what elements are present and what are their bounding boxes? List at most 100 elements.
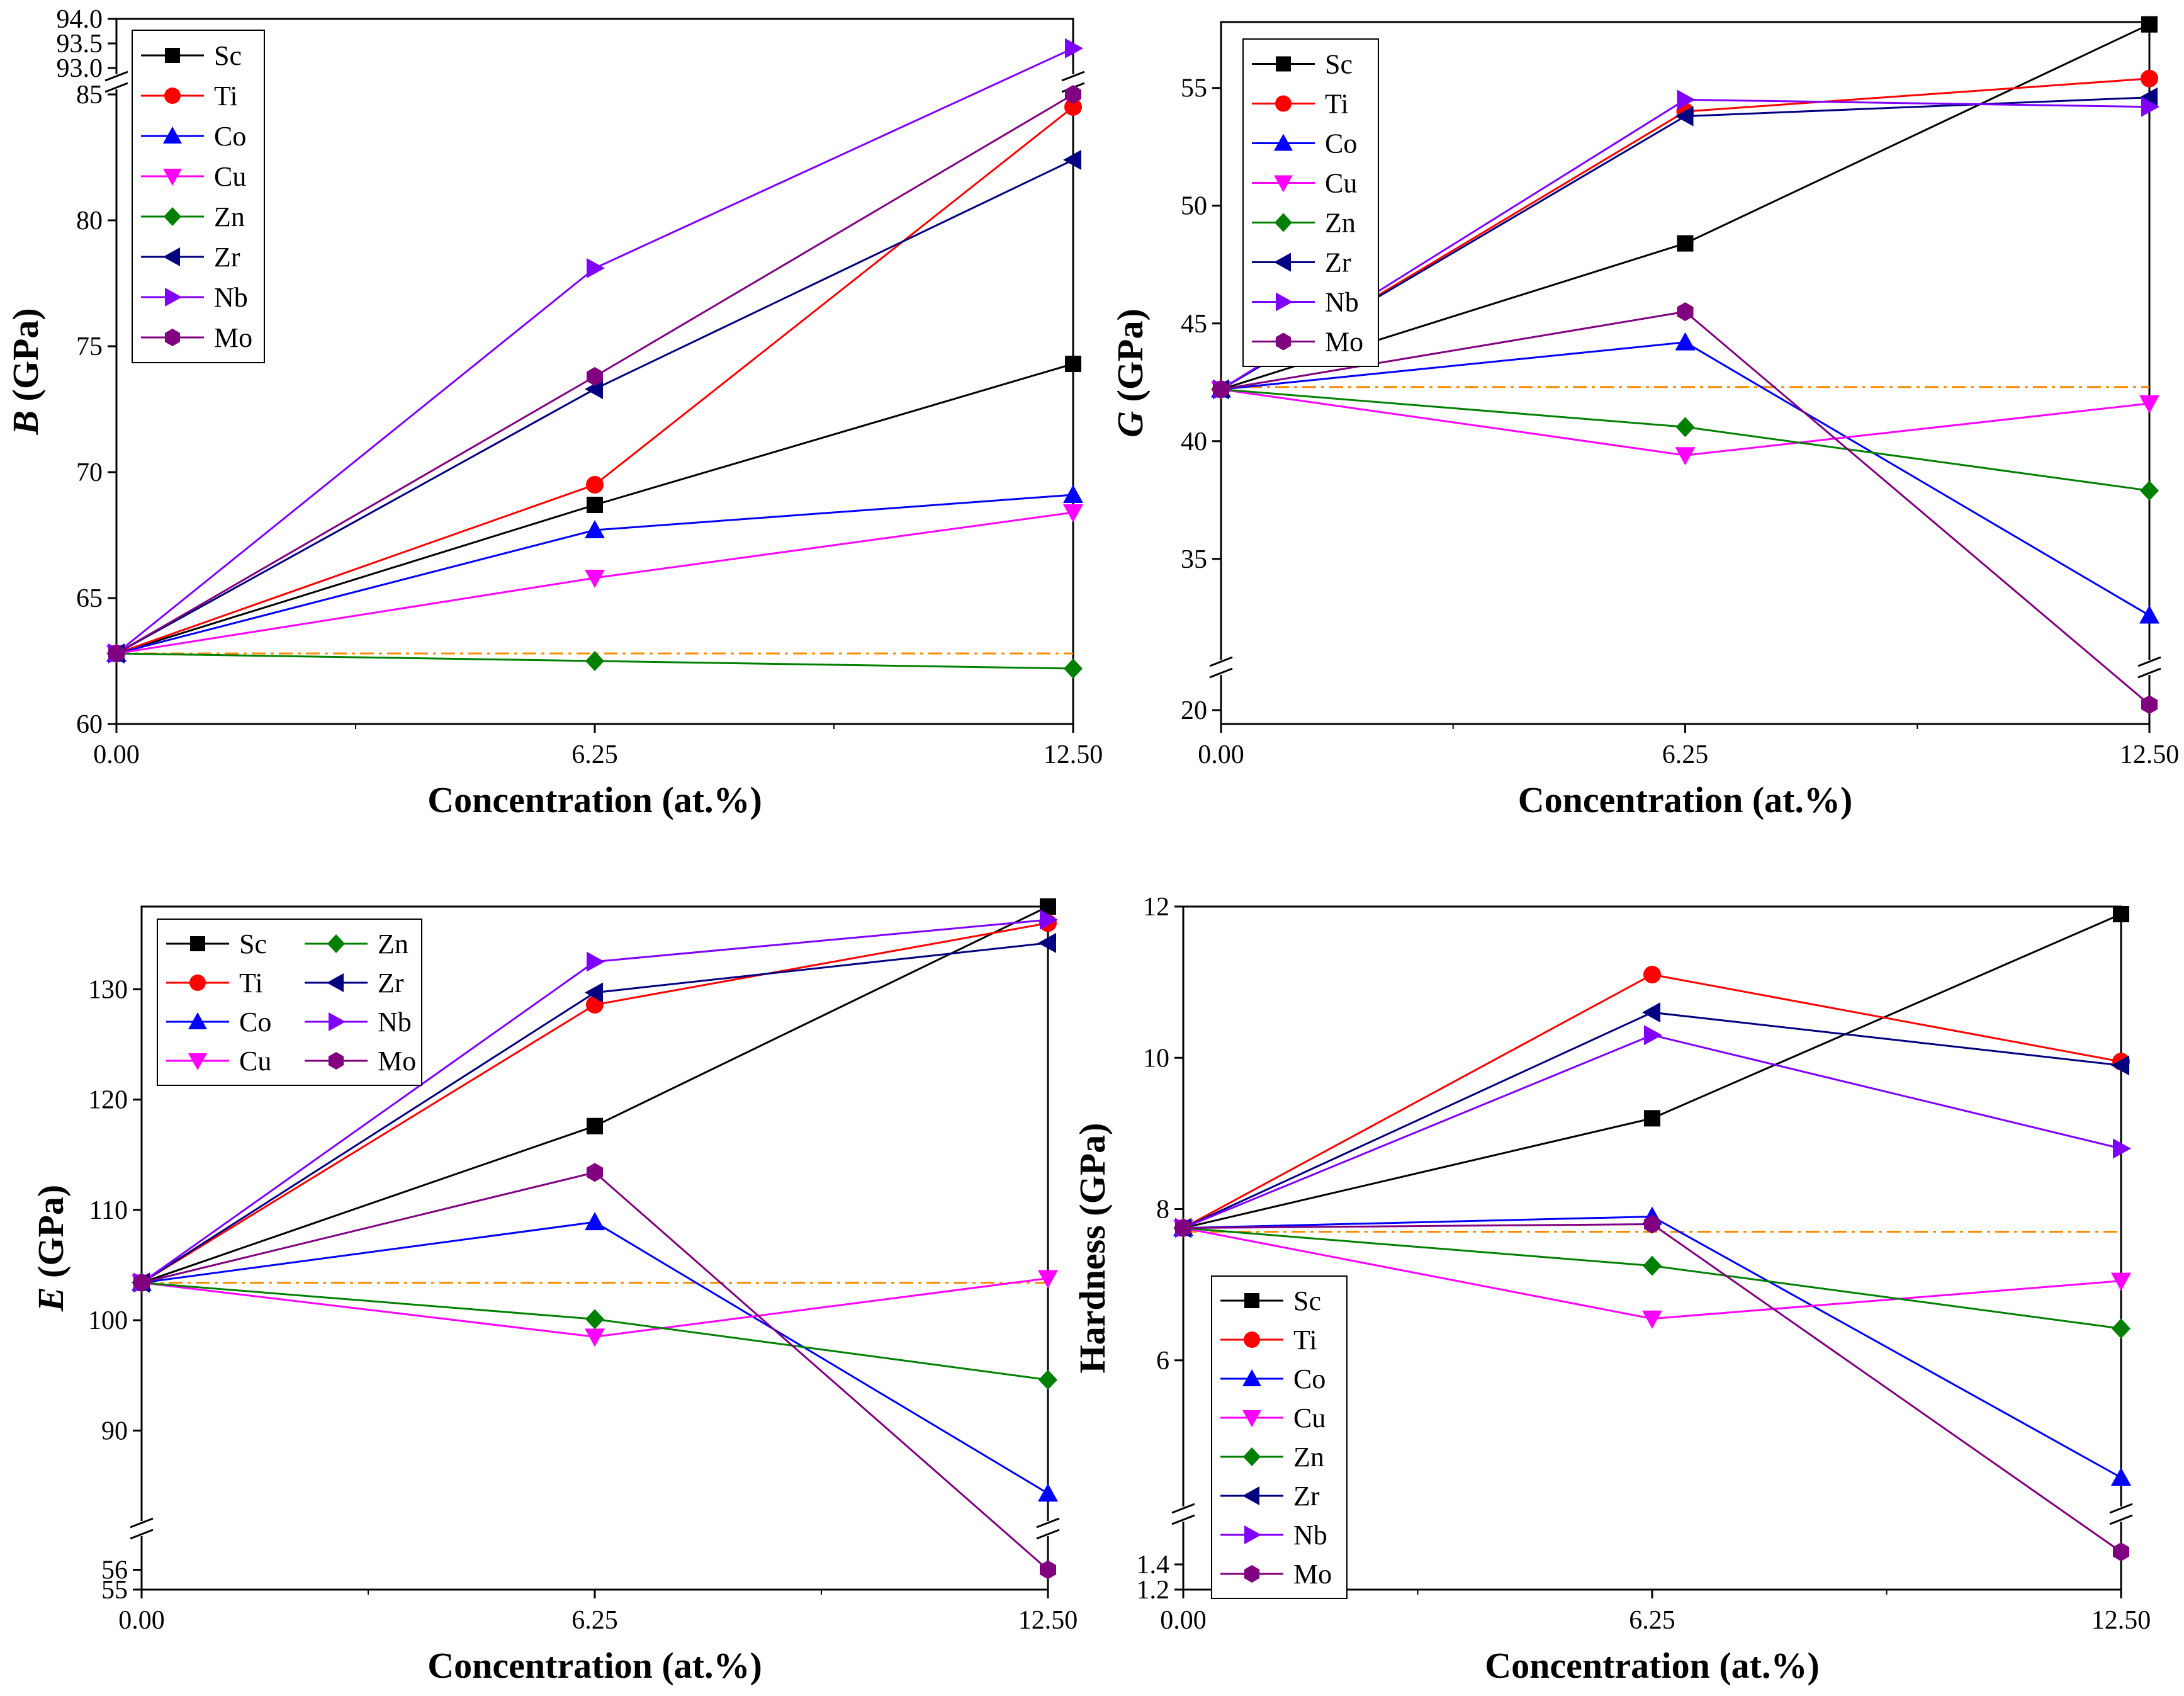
- y-tick-label: 130: [88, 975, 128, 1004]
- data-point-mo: [1175, 1218, 1191, 1238]
- y-axis-symbol: E: [30, 1287, 71, 1312]
- legend-marker-mo: [1244, 1565, 1260, 1583]
- legend-label-ti: Ti: [239, 968, 263, 998]
- data-point-zn: [1675, 417, 1695, 438]
- y-tick-label: 90: [101, 1416, 128, 1445]
- data-point-nb: [2113, 1138, 2131, 1159]
- series-line-sc: [1183, 913, 2122, 1230]
- y-tick-label: 93.5: [57, 30, 103, 59]
- axis-break-mark: [2137, 667, 2161, 679]
- data-point-nb: [2141, 96, 2159, 117]
- legend-marker-ti: [164, 88, 181, 104]
- y-tick-label: 60: [76, 710, 103, 739]
- legend-marker-sc: [1276, 56, 1291, 72]
- data-point-sc: [2113, 906, 2129, 923]
- data-point-zr: [2139, 87, 2158, 108]
- y-tick-label: 1.2: [1137, 1576, 1170, 1605]
- legend-marker-zn: [164, 207, 181, 226]
- data-point-mo: [133, 1273, 150, 1292]
- legend-label-mo: Mo: [1293, 1559, 1332, 1590]
- legend-box: [132, 30, 265, 363]
- data-point-mo: [1644, 1214, 1660, 1234]
- legend-label-zr: Zr: [378, 968, 404, 998]
- legend-label-mo: Mo: [378, 1046, 416, 1077]
- legend-marker-cu: [1274, 175, 1293, 193]
- axis-break-mark: [2137, 656, 2161, 667]
- axis-break-mark: [2109, 1514, 2133, 1525]
- legend-label-zn: Zn: [378, 929, 408, 959]
- axis-break-mark: [130, 1517, 154, 1529]
- legend-label-co: Co: [1293, 1364, 1326, 1394]
- y-tick-label: 120: [88, 1086, 128, 1115]
- axis-break-mark: [1036, 1517, 1060, 1529]
- data-point-nb: [1040, 910, 1058, 930]
- series-line-co: [141, 1221, 1049, 1495]
- data-point-cu: [2111, 1272, 2131, 1291]
- data-point-cu: [585, 1328, 605, 1347]
- y-tick-label: 12: [1143, 893, 1169, 922]
- legend-label-zr: Zr: [214, 242, 240, 273]
- data-point-co: [2111, 1467, 2131, 1486]
- data-point-mo: [2141, 695, 2158, 715]
- legend-marker-zn: [327, 934, 345, 953]
- data-point-cu: [1038, 1270, 1058, 1289]
- data-point-zn: [2140, 480, 2159, 501]
- data-point-co: [585, 520, 605, 538]
- y-tick-label: 110: [89, 1196, 128, 1225]
- y-tick-label: 1.4: [1137, 1551, 1170, 1580]
- y-axis-title: E (GPa): [30, 1185, 71, 1312]
- legend-label-ti: Ti: [214, 81, 238, 111]
- data-point-zr: [1675, 106, 1694, 127]
- data-point-cu: [1642, 1310, 1662, 1329]
- y-tick-label: 65: [76, 584, 103, 613]
- x-axis-title: Concentration (at.%): [427, 779, 762, 820]
- legend-marker-co: [1242, 1369, 1261, 1386]
- x-tick-label: 6.25: [1629, 1606, 1675, 1635]
- data-point-sc: [587, 497, 603, 513]
- data-point-sc: [1065, 356, 1081, 372]
- data-point-sc: [1677, 235, 1694, 252]
- legend-label-sc: Sc: [1325, 49, 1353, 80]
- y-tick-label: 70: [76, 458, 103, 487]
- legend-marker-nb: [329, 1012, 346, 1031]
- legend-marker-mo: [1275, 332, 1292, 351]
- legend-label-sc: Sc: [1293, 1286, 1321, 1316]
- y-tick-label: 10: [1143, 1044, 1169, 1073]
- axis-break-mark: [1171, 1503, 1195, 1514]
- data-point-sc: [1644, 1110, 1660, 1127]
- x-tick-label: 0.00: [93, 740, 140, 769]
- data-point-zr: [1063, 150, 1081, 170]
- legend-marker-cu: [1242, 1410, 1261, 1427]
- data-point-zr: [585, 379, 603, 399]
- y-tick-label: 94.0: [57, 5, 103, 34]
- hardness-chart: 0.00 6.25 12.50 1.21.4 6 8 10 12 Sc Ti Co Cu Zn Zr Nb M…: [1072, 893, 2151, 1686]
- y-axis-symbol: B: [5, 410, 46, 436]
- x-tick-label: 12.50: [2120, 740, 2180, 769]
- data-point-zr: [1642, 1002, 1660, 1023]
- data-point-ti: [1064, 98, 1082, 116]
- data-point-zn: [585, 651, 604, 671]
- y-tick-label: 35: [1181, 545, 1207, 574]
- legend-marker-nb: [1244, 1525, 1261, 1544]
- legend-box: [1242, 38, 1379, 367]
- series-line-zn: [1220, 388, 2150, 492]
- data-point-sc: [587, 1117, 603, 1134]
- y-axis-title: B (GPa): [5, 308, 46, 435]
- legend-label-zn: Zn: [1293, 1442, 1324, 1473]
- data-point-nb: [1065, 38, 1083, 59]
- legend-marker-nb: [165, 288, 182, 307]
- legend-marker-co: [188, 1012, 207, 1029]
- data-point-mo: [587, 367, 603, 386]
- y-tick-label: 85: [76, 81, 103, 110]
- legend-marker-zn: [1243, 1447, 1261, 1466]
- legend-marker-nb: [1276, 292, 1293, 312]
- series-line-mo: [141, 1171, 1049, 1571]
- legend-label-mo: Mo: [1325, 327, 1363, 358]
- data-point-zn: [1064, 659, 1083, 679]
- y-axis-unit: Hardness (GPa): [1072, 1123, 1113, 1374]
- data-point-zr: [1038, 932, 1056, 953]
- legend-label-cu: Cu: [214, 161, 246, 192]
- x-axis-title: Concentration (at.%): [1518, 779, 1853, 820]
- y-axis-unit: (GPa): [30, 1185, 71, 1287]
